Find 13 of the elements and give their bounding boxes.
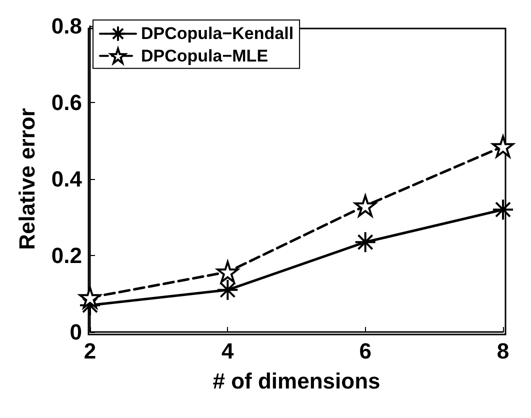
legend-label: DPCopula−MLE [141, 46, 268, 66]
x-axis-title: # of dimensions [212, 368, 380, 394]
x-tick-label: 4 [222, 338, 235, 364]
y-tick-label: 0.8 [51, 14, 82, 38]
y-tick-label: 0.6 [51, 90, 82, 115]
y-axis-title: Relative error [14, 108, 40, 250]
legend-label: DPCopula−Kendall [141, 24, 294, 44]
y-tick-label: 0 [70, 320, 82, 344]
x-tick-label: 8 [496, 338, 510, 364]
x-tick-label: 6 [359, 338, 372, 364]
y-tick-label: 0.4 [51, 166, 83, 192]
x-tick-label: 2 [84, 338, 96, 364]
y-tick-label: 0.2 [51, 243, 82, 268]
